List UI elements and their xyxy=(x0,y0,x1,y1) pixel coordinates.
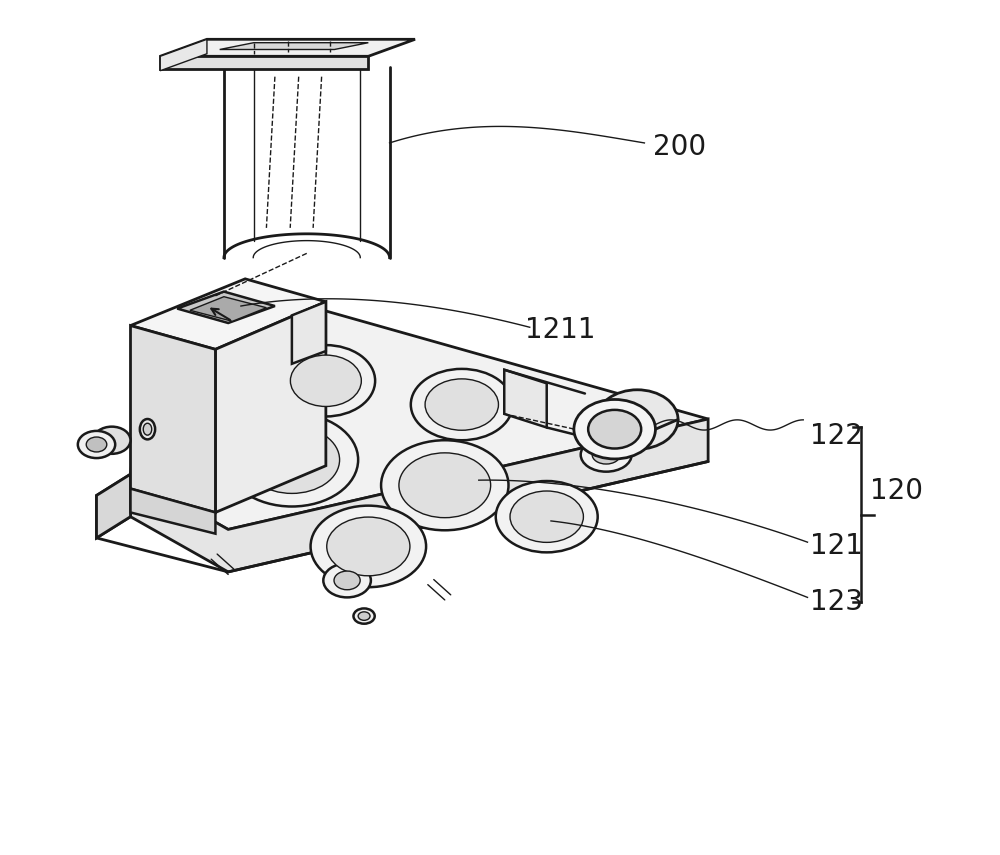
Polygon shape xyxy=(504,369,547,428)
Polygon shape xyxy=(190,297,266,321)
Ellipse shape xyxy=(277,345,375,416)
Ellipse shape xyxy=(140,419,155,439)
Ellipse shape xyxy=(399,453,491,517)
Polygon shape xyxy=(177,292,275,323)
Ellipse shape xyxy=(581,438,632,472)
Polygon shape xyxy=(130,419,708,572)
Ellipse shape xyxy=(290,355,361,406)
Ellipse shape xyxy=(496,481,598,552)
Polygon shape xyxy=(97,475,130,538)
Text: 122: 122 xyxy=(810,422,863,450)
Ellipse shape xyxy=(78,431,115,458)
Ellipse shape xyxy=(323,563,371,598)
Ellipse shape xyxy=(411,369,513,440)
Ellipse shape xyxy=(311,505,426,587)
Text: 120: 120 xyxy=(870,477,923,505)
Ellipse shape xyxy=(592,445,620,464)
Text: 121: 121 xyxy=(810,533,863,560)
Ellipse shape xyxy=(93,427,130,454)
Ellipse shape xyxy=(510,491,583,542)
Ellipse shape xyxy=(574,399,655,459)
Ellipse shape xyxy=(244,426,340,493)
Polygon shape xyxy=(220,43,368,50)
Ellipse shape xyxy=(226,413,358,506)
Text: 200: 200 xyxy=(653,133,706,162)
Polygon shape xyxy=(130,309,708,529)
Ellipse shape xyxy=(588,410,641,449)
Text: 1211: 1211 xyxy=(525,315,596,344)
Polygon shape xyxy=(292,302,326,363)
Polygon shape xyxy=(130,489,215,534)
Polygon shape xyxy=(160,39,415,56)
Polygon shape xyxy=(160,39,207,71)
Ellipse shape xyxy=(327,517,410,575)
Ellipse shape xyxy=(353,609,375,623)
Polygon shape xyxy=(130,326,215,512)
Ellipse shape xyxy=(334,571,360,590)
Ellipse shape xyxy=(143,423,152,435)
Polygon shape xyxy=(130,279,326,350)
Polygon shape xyxy=(160,56,368,69)
Polygon shape xyxy=(97,475,130,538)
Ellipse shape xyxy=(596,390,678,449)
Ellipse shape xyxy=(425,379,498,430)
Ellipse shape xyxy=(381,440,508,530)
Text: 123: 123 xyxy=(810,587,863,616)
Ellipse shape xyxy=(358,612,370,621)
Polygon shape xyxy=(215,302,326,512)
Ellipse shape xyxy=(86,437,107,452)
